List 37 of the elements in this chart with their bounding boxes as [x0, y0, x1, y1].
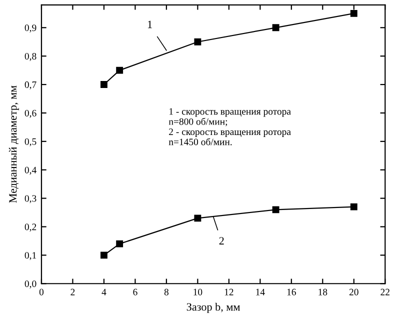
x-tick-label: 12 — [224, 288, 234, 296]
y-tick-label: 0,8 — [24, 52, 36, 61]
y-axis-title: Медианный диаметр, мм — [8, 86, 19, 203]
y-tick-label: 0,7 — [24, 81, 36, 90]
y-tick-label: 0,9 — [24, 24, 36, 33]
y-tick-label: 0,0 — [24, 280, 36, 288]
point — [100, 81, 108, 88]
x-tick-label: 20 — [349, 288, 358, 296]
point — [100, 252, 108, 259]
y-tick-label: 0,1 — [24, 252, 36, 260]
y-tick-label: 0,4 — [24, 166, 36, 175]
x-tick-label: 4 — [102, 288, 106, 296]
x-tick-label: 14 — [256, 288, 265, 296]
point — [116, 240, 124, 248]
point — [350, 203, 358, 210]
x-tick-label: 16 — [287, 288, 296, 296]
annotation: 2 — [219, 237, 224, 244]
y-tick-label: 0,3 — [24, 195, 36, 204]
annotation: 1 - скорость вращения ротора n=800 об/мин; 2 - скорость вращения ротора n=1450 об/мин. — [168, 108, 291, 146]
point — [194, 214, 202, 222]
y-tick-label: 0,5 — [24, 138, 36, 146]
point — [116, 66, 124, 74]
x-axis-title: Зазор b, мм — [186, 302, 240, 313]
point — [350, 10, 358, 17]
x-tick-label: 0 — [39, 288, 44, 296]
x-tick-label: 8 — [164, 288, 168, 296]
y-tick-label: 0,2 — [24, 224, 36, 232]
y-tick-label: 0,6 — [24, 110, 36, 118]
x-tick-label: 18 — [318, 288, 328, 296]
point — [272, 206, 280, 214]
x-tick-label: 6 — [133, 288, 138, 296]
annotation: 1 — [148, 20, 152, 28]
x-tick-label: 10 — [194, 288, 202, 296]
x-tick-label: 22 — [380, 288, 390, 296]
point — [194, 38, 202, 46]
point — [272, 24, 280, 32]
x-tick-label: 2 — [70, 288, 75, 296]
